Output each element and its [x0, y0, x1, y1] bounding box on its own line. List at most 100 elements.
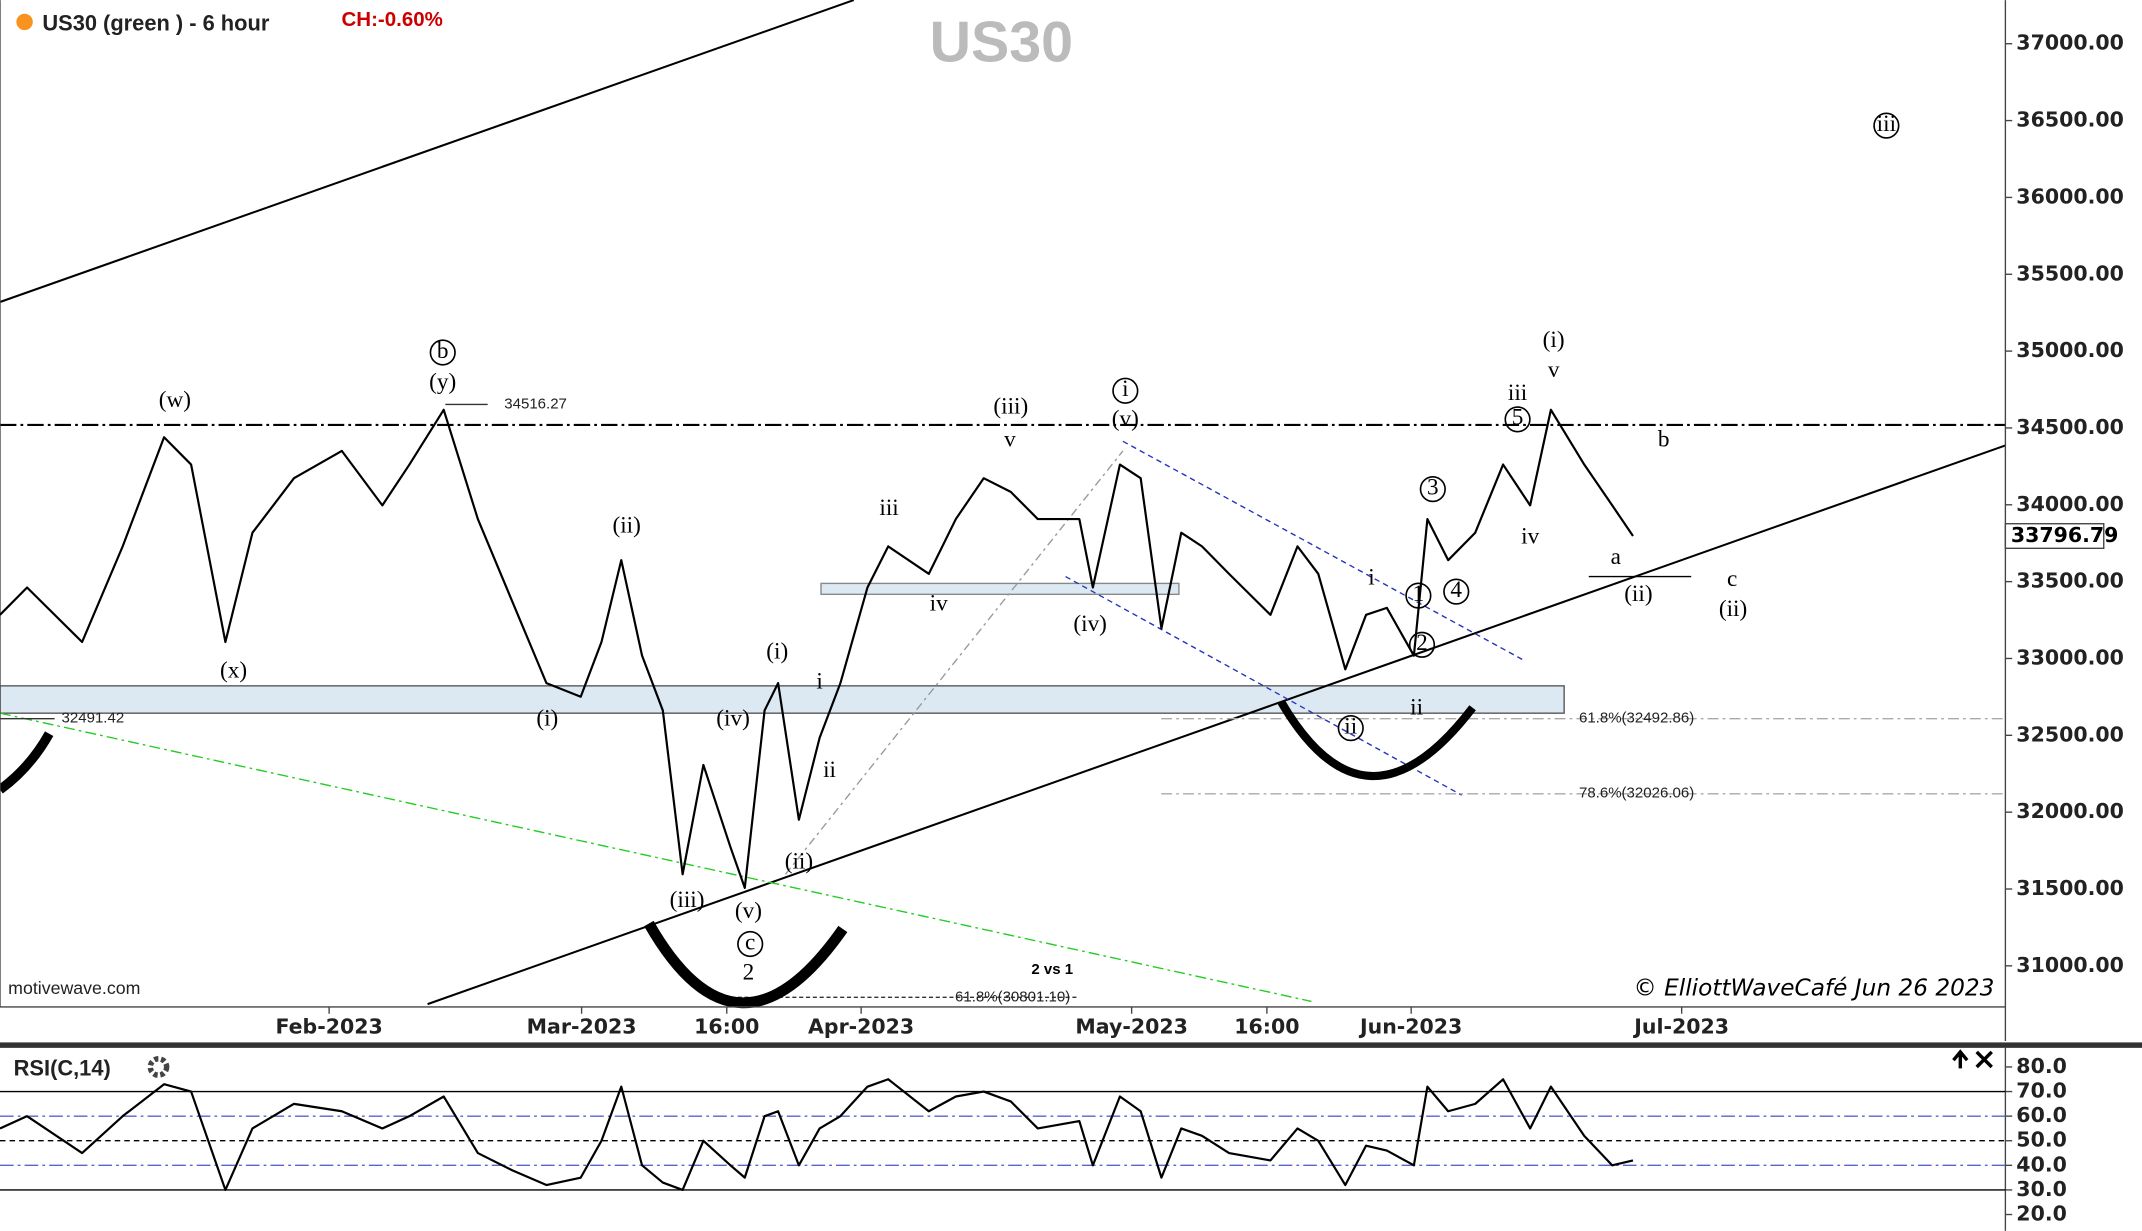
wave-label: 61.8%(30801.10) [955, 988, 1070, 1005]
wave-label: 32491.42 [62, 710, 125, 727]
arc [0, 731, 54, 794]
wave-label: i [816, 668, 823, 694]
wave-label: (i) [1543, 327, 1565, 353]
change-label: CH:-0.60% [342, 8, 443, 31]
panel-separator [0, 1042, 2142, 1048]
x-tick-label: Mar-2023 [527, 1014, 637, 1038]
y-tick-label: 70.0 [2016, 1079, 2067, 1103]
y-tick-label: 36000.00 [2016, 184, 2124, 208]
status-dot [16, 13, 33, 31]
wave-label: 2 [743, 959, 755, 985]
wave-circle [1504, 406, 1531, 433]
wave-label: 1 [1413, 581, 1425, 607]
wave-label: (ii) [1624, 581, 1652, 607]
settings-icon[interactable] [147, 1056, 170, 1078]
wave-circle [1405, 582, 1432, 609]
arc [1277, 700, 1476, 781]
wave-label: c [1727, 566, 1737, 592]
wave-label: iii [1508, 380, 1528, 406]
price-line [0, 1078, 1634, 1192]
data-layer: 31000.00 31500.00 32000.00 32500.00 33000.00… [0, 31, 2124, 1226]
wave-label: (i) [536, 705, 558, 731]
wave-label: (v) [1112, 406, 1139, 432]
wave-circle [1408, 631, 1436, 658]
wave-label: (i) [766, 638, 788, 664]
channel-line [1065, 575, 1463, 796]
x-tick-label: May-2023 [1075, 1014, 1187, 1038]
wave-label: iii [1877, 111, 1897, 137]
y-tick-label: 30.0 [2016, 1177, 2067, 1201]
wave-circle [1873, 112, 1900, 139]
y-tick-label: 50.0 [2016, 1128, 2067, 1152]
wave-label: ii [1344, 713, 1357, 739]
wave-label: iv [1521, 524, 1539, 550]
wave-label: b [437, 338, 449, 364]
source: motivewave.com [8, 978, 140, 998]
y-tick-label: 35000.00 [2016, 338, 2124, 362]
wave-circle [1419, 475, 1446, 503]
wave-label: 78.6%(32026.06) [1579, 785, 1694, 802]
watermark: US30 [930, 11, 1073, 75]
x-tick-label: Apr-2023 [808, 1014, 914, 1038]
y-tick-label: 60.0 [2016, 1103, 2067, 1127]
wave-label: (x) [220, 657, 247, 683]
wave-circle [737, 930, 764, 958]
last-price-label: 33796.79 [2011, 523, 2119, 547]
wave-label: c [745, 929, 755, 955]
wave-label: b [1658, 427, 1670, 453]
x-tick-label: 16:00 [1234, 1014, 1299, 1038]
wave-label: 2 [1416, 630, 1428, 656]
y-tick-label: 31500.00 [2016, 876, 2124, 900]
y-tick-label: 33500.00 [2016, 569, 2124, 593]
y-tick-label: 20.0 [2016, 1202, 2067, 1226]
maximize-icon[interactable] [1952, 1049, 1969, 1069]
y-tick-label: 36500.00 [2016, 108, 2124, 132]
y-tick-label: 34000.00 [2016, 492, 2124, 516]
y-tick-label: 31000.00 [2016, 953, 2124, 977]
wave-circle [429, 339, 456, 366]
wave-label: ii [823, 757, 836, 783]
wave-label: i [1122, 376, 1129, 402]
y-tick-label: 32500.00 [2016, 722, 2124, 746]
wave-circle [1112, 377, 1139, 404]
wave-label: (iii) [993, 394, 1028, 420]
wave-label: i [1368, 565, 1375, 591]
wave-label: (ii) [1719, 596, 1747, 622]
wave-label: 4 [1450, 577, 1462, 603]
wave-label: (iv) [716, 705, 750, 731]
wave-label: v [1004, 427, 1016, 453]
wave-label: (ii) [612, 513, 640, 539]
zone [820, 582, 1180, 596]
trendline [0, 0, 855, 303]
wave-label: (v) [735, 898, 762, 924]
y-tick-label: 32000.00 [2016, 799, 2124, 823]
wave-circle [1443, 578, 1470, 605]
x-tick-label: Feb-2023 [276, 1014, 383, 1038]
y-tick-label: 40.0 [2016, 1152, 2067, 1176]
y-tick-label: 80.0 [2016, 1054, 2067, 1078]
wave-label: v [1548, 357, 1560, 383]
price-line [0, 408, 1634, 889]
wave-label: a [1611, 544, 1621, 570]
credit: © ElliottWaveCafé Jun 26 2023 [1634, 975, 1995, 1002]
x-tick-label: Jul-2023 [1632, 1014, 1729, 1038]
wave-label: (iii) [670, 887, 705, 913]
last-price-box [2004, 523, 2105, 549]
chart-title: US30 (green ) - 6 hour [42, 10, 269, 35]
x-tick-label: 16:00 [694, 1014, 759, 1038]
close-icon[interactable] [1975, 1050, 1993, 1069]
wave-label: (y) [429, 369, 456, 395]
indicator-title: RSI(C,14) [14, 1055, 111, 1080]
arc [644, 920, 848, 1009]
x-tick-label: Jun-2023 [1358, 1014, 1462, 1038]
wave-label: ii [1410, 694, 1423, 720]
trendline [0, 712, 1312, 1003]
wave-label: (iv) [1073, 611, 1107, 637]
trendline [427, 444, 2006, 1006]
wave-label: 34516.27 [504, 395, 567, 412]
wave-circle [1337, 714, 1364, 742]
y-tick-label: 35500.00 [2016, 261, 2124, 285]
trendline [784, 450, 1124, 875]
